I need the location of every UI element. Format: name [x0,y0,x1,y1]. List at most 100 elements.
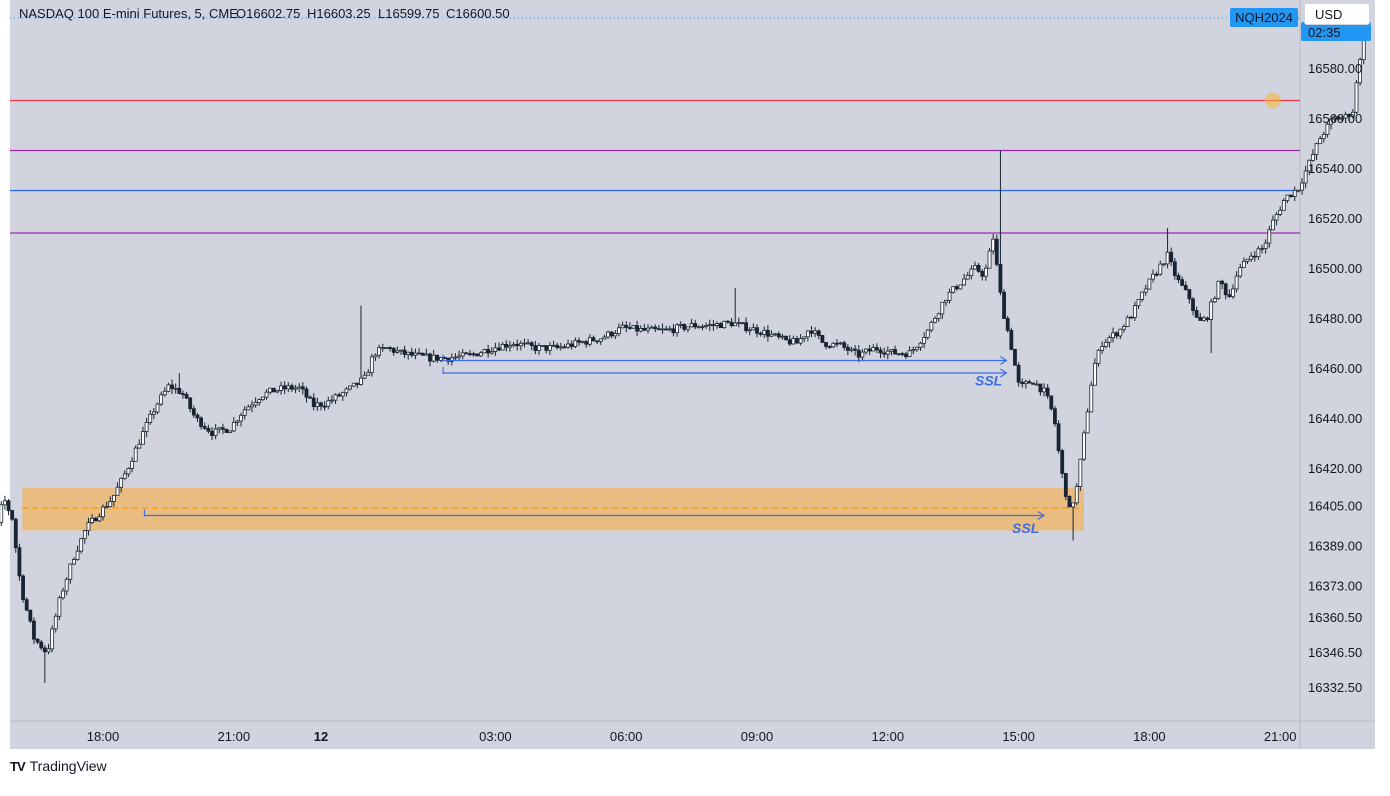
candle-body [1271,219,1275,231]
price-tick-label: 16500.00 [1308,261,1362,276]
candle-body [1274,213,1279,221]
candle-body [831,342,836,348]
candle-body [322,405,327,408]
candle-body [351,382,356,387]
candle-body [497,347,501,351]
candle-body [177,387,182,394]
candle-body [845,346,850,351]
candle-body [242,409,247,416]
candle-body [813,330,818,334]
alert-marker[interactable] [1265,92,1281,109]
candle-body [700,326,705,328]
candle-body [464,352,469,355]
candle-body [173,387,178,390]
candle-body [653,326,658,330]
brand-name: TradingView [29,758,107,774]
candle-body [914,346,919,351]
candle-body [224,428,229,433]
candle-body [856,349,861,358]
ohlc-open: O16602.75 [236,6,300,21]
candle-body [144,422,149,432]
candle-body [965,275,970,280]
candle-body [311,397,316,407]
candle-body [101,506,105,518]
candle-body [1336,116,1341,120]
candle-body [624,324,629,328]
candle-body [980,270,985,277]
candle-body [751,327,756,331]
brand-watermark: TV TradingView [10,758,107,774]
candle-body [486,349,491,354]
candle-body [260,396,265,400]
candle-body [566,343,570,348]
candle-body [253,402,258,406]
candle-body [526,342,530,345]
candle-body [1180,279,1184,286]
candle-body [1300,182,1304,191]
candle-body [1056,423,1061,452]
candle-body [61,590,65,599]
candle-body [373,354,378,358]
candle-body [115,486,120,496]
candle-body [664,328,669,331]
candle-body [769,333,774,337]
candle-body [1307,159,1312,172]
candle-body [380,347,385,349]
candle-body [849,348,854,351]
time-tick-label: 12 [314,729,328,744]
candle-body [395,350,400,353]
candle-body [112,494,116,502]
candle-body [155,403,160,413]
time-tick-label: 21:00 [1264,729,1297,744]
symbol-title: NASDAQ 100 E-mini Futures, 5, CME [19,6,238,21]
candle-body [468,353,472,356]
candle-body [1031,382,1036,385]
candle-body [584,341,589,345]
ssl-arrow-head [1037,511,1045,520]
candle-body [675,324,679,334]
candle-body [1045,387,1050,397]
candle-body [1147,278,1152,290]
candle-body [631,325,636,329]
candle-body [744,322,748,332]
candle-body [893,349,897,355]
candle-body [878,349,883,354]
candle-body [446,357,451,362]
candle-body [795,338,799,344]
candle-body [104,506,109,509]
candles [0,15,1370,683]
candle-body [391,347,396,353]
candle-body [478,352,483,357]
candle-body [206,427,211,432]
candle-body [493,347,498,352]
candle-body [453,356,458,359]
candle-body [802,336,807,339]
candle-body [620,324,625,329]
candle-body [235,420,240,423]
candle-body [1325,123,1330,135]
candle-body [657,328,661,331]
candle-body [973,265,977,270]
price-tick-label: 16373.00 [1308,579,1362,594]
candle-body [976,265,981,272]
candle-body [286,385,291,390]
candle-body [184,394,189,399]
candle-body [558,346,563,349]
candle-body [798,338,803,344]
candle-body [1358,59,1363,84]
candle-body [1129,316,1134,319]
candle-body [210,430,214,436]
currency-select[interactable]: USD [1304,3,1370,25]
ohlc-close: C16600.50 [446,6,510,21]
candle-body [166,384,171,392]
candle-body [340,392,345,397]
liquidity-zone[interactable] [22,488,1085,531]
candle-body [1118,328,1123,337]
price-tick-label: 16389.00 [1308,539,1362,554]
candle-body [126,468,131,475]
candle-body [1107,337,1112,343]
candle-body [544,345,549,351]
candle-body [191,408,196,416]
